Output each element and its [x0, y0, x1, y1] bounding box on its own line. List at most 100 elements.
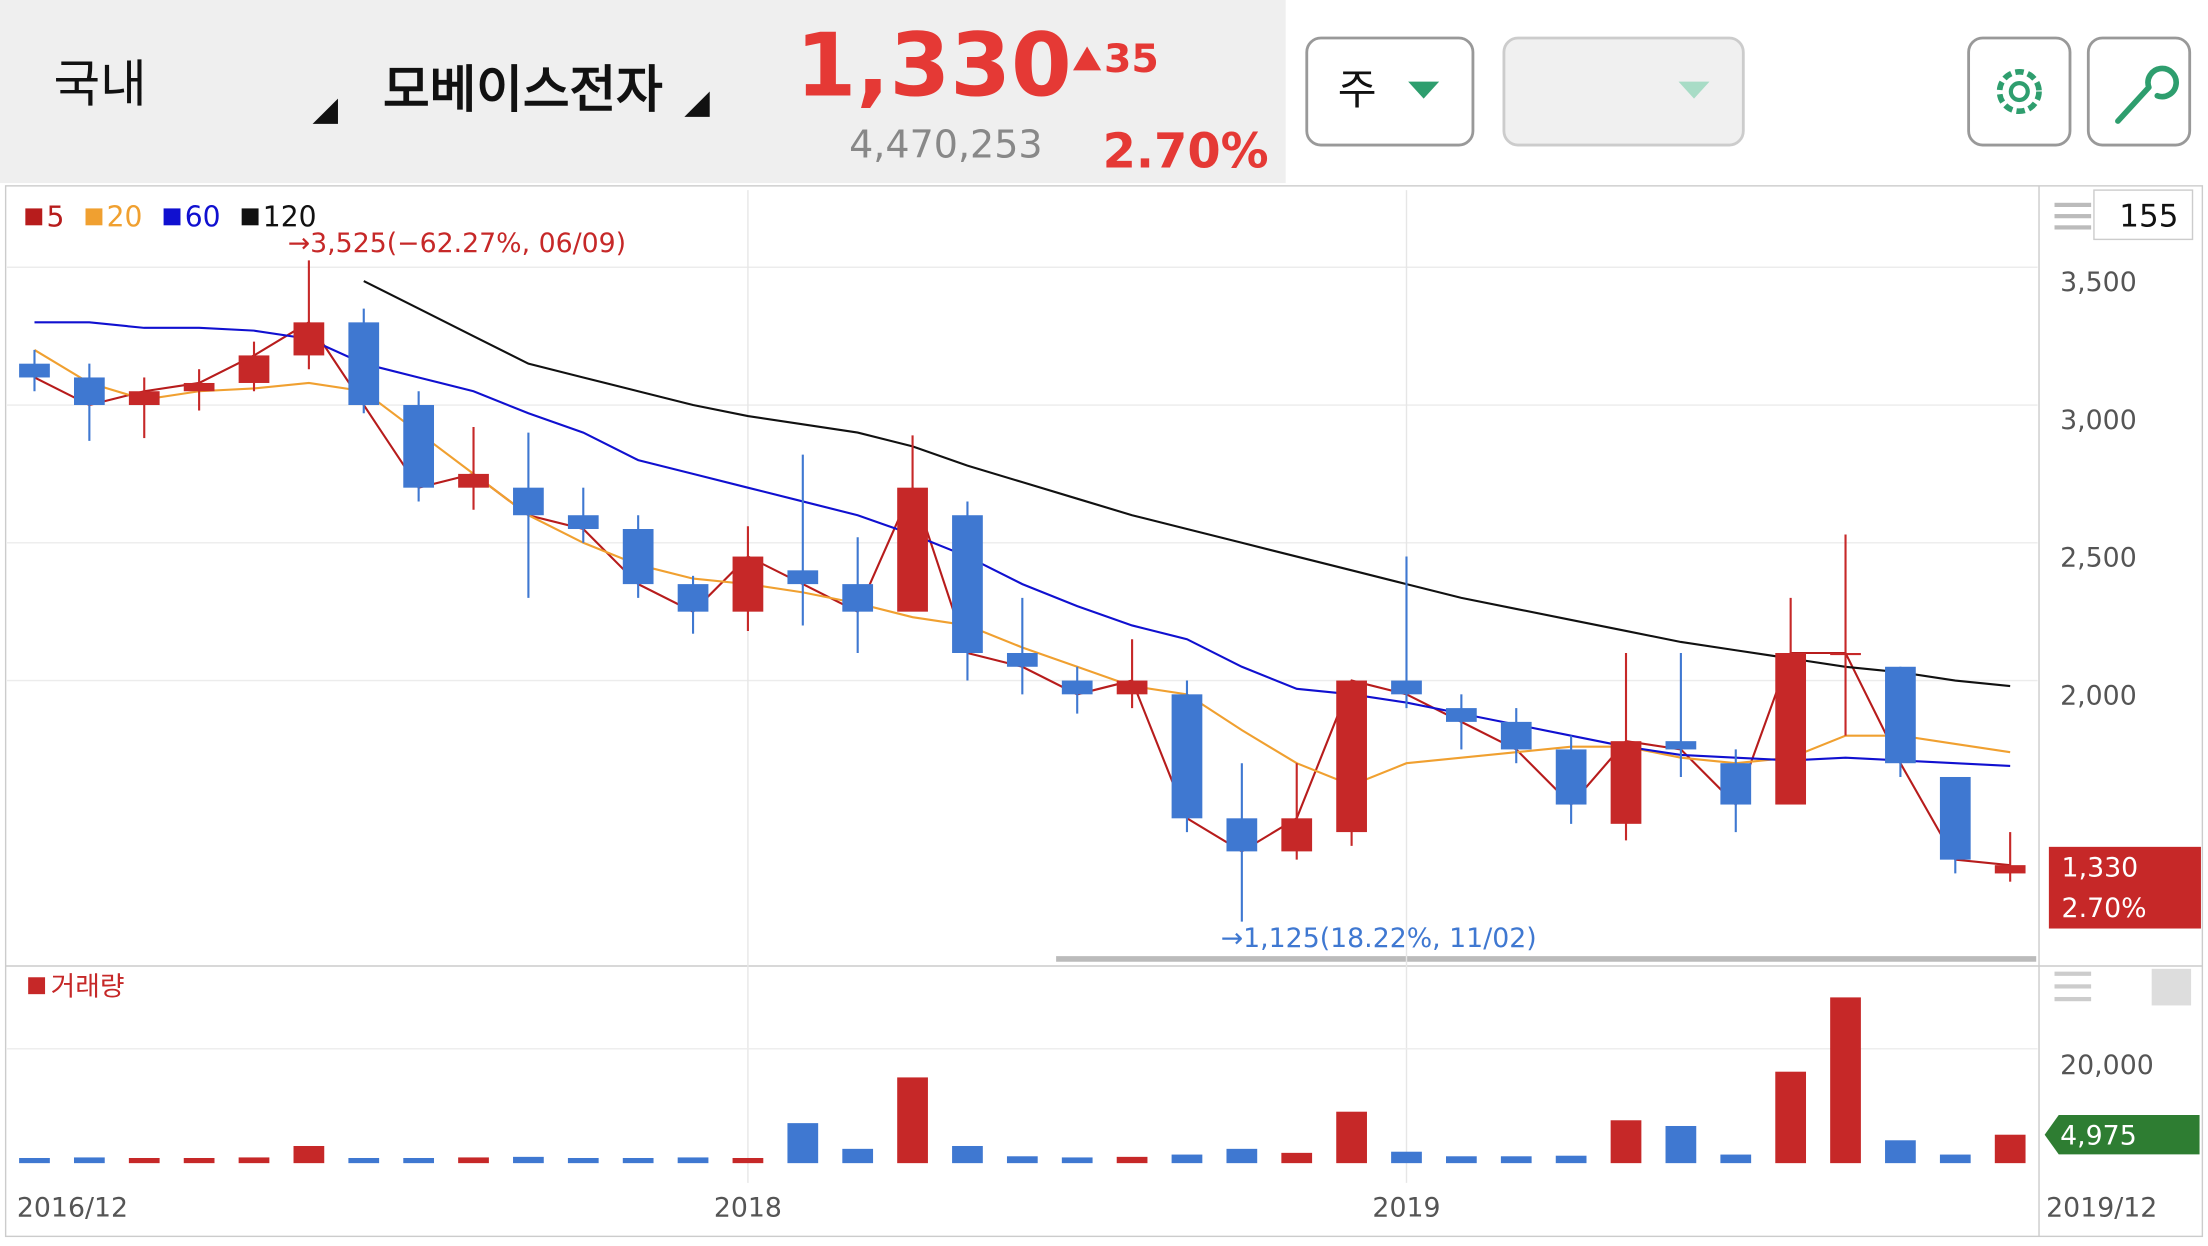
dropdown-arrow: [1678, 81, 1710, 99]
candle-body: [458, 473, 489, 488]
menu-icon[interactable]: [2054, 202, 2092, 230]
volume-bar: [952, 1145, 983, 1164]
y-tick-label: 2,000: [2060, 680, 2137, 711]
volume-bar: [1665, 1125, 1697, 1164]
volume-bar: [19, 1157, 50, 1164]
volume-bar: [567, 1157, 599, 1164]
change: 35: [1104, 36, 1159, 82]
ma-line: [34, 320, 2011, 867]
candle-body: [73, 377, 105, 406]
candle-body: [1116, 680, 1148, 695]
volume-bar: [348, 1157, 380, 1164]
ma-line: [34, 321, 2011, 768]
ma-line: [363, 280, 2011, 688]
legend-label: 60: [185, 201, 221, 234]
volume-bar: [622, 1157, 654, 1164]
candle-body: [1281, 818, 1313, 852]
volume-bar: [513, 1156, 544, 1164]
volume-bar: [1830, 997, 1861, 1164]
candle-body: [1171, 694, 1203, 819]
candle-body: [19, 363, 50, 378]
candle-body: [293, 322, 325, 356]
header-bg: [0, 0, 1286, 184]
volume-bar: [1226, 1148, 1258, 1164]
price: 1,330: [796, 15, 1072, 117]
candle-body: [403, 405, 435, 488]
volume-bar: [73, 1157, 105, 1164]
x-tick-label: 2019/12: [2046, 1193, 2157, 1224]
dropdown-arrow: [1408, 81, 1440, 99]
annotation: →3,525(−62.27%, 06/09): [288, 228, 626, 259]
volume-tag: [2044, 1114, 2200, 1155]
volume-bar: [842, 1148, 874, 1164]
period: 주: [1338, 65, 1377, 114]
close-icon[interactable]: [2151, 968, 2192, 1006]
price-tag: [2048, 846, 2201, 929]
volume-tag-label: 4,975: [2060, 1121, 2137, 1152]
candle-body: [1061, 680, 1093, 695]
candle-body: [1994, 865, 2026, 874]
candle-body: [1885, 666, 1916, 764]
y-tick-label: 3,500: [2060, 267, 2137, 298]
legend-label: 120: [263, 201, 317, 234]
legend-label: 5: [46, 201, 64, 234]
volume-bar: [1610, 1120, 1642, 1164]
candle-body: [677, 584, 709, 612]
candle-body: [1830, 652, 1861, 656]
candle-body: [1226, 818, 1258, 852]
price-tag-rate: 2.70%: [2062, 893, 2147, 924]
candle-body: [1720, 763, 1752, 805]
dropdown-arrow: [312, 98, 338, 124]
volume-bar: [1500, 1156, 1532, 1164]
candle-body: [513, 487, 544, 516]
legend-swatch: [163, 208, 181, 226]
volume-bar: [677, 1157, 709, 1164]
volume-bar: [1336, 1111, 1367, 1164]
volume-bar: [1171, 1154, 1203, 1164]
volume-bar: [1555, 1155, 1587, 1164]
volume-bar: [897, 1077, 928, 1164]
settings-button[interactable]: [1967, 36, 2072, 147]
volume-bar: [787, 1123, 819, 1164]
count-input[interactable]: [2093, 189, 2194, 241]
volume-bar: [1391, 1151, 1422, 1164]
legend-swatch: [241, 208, 259, 226]
candle-body: [622, 529, 654, 585]
volume-bar: [1775, 1071, 1807, 1164]
period-select[interactable]: [1305, 36, 1475, 147]
market[interactable]: 국내: [54, 54, 147, 113]
volume-bar: [128, 1157, 160, 1164]
legend-swatch: [85, 208, 103, 226]
volume-bar: [1006, 1156, 1038, 1164]
legend-swatch: [25, 208, 43, 226]
candle-body: [1500, 721, 1532, 750]
price-tag-label: 1,330: [2062, 852, 2139, 883]
candle-body: [128, 391, 160, 406]
volume-bar: [1720, 1154, 1752, 1164]
candle-body: [842, 584, 874, 612]
candle-body: [183, 382, 215, 392]
wrench-icon: [2115, 65, 2179, 124]
candle-body: [1555, 749, 1587, 805]
y-tick-label: 20,000: [2060, 1050, 2154, 1081]
candle-body: [1775, 652, 1807, 805]
x-tick-label: 2016/12: [17, 1193, 128, 1224]
stock-name[interactable]: 모베이스전자: [383, 60, 663, 119]
volume-bar: [1281, 1152, 1313, 1164]
up-arrow: [1073, 46, 1102, 71]
option-select[interactable]: [1502, 36, 1745, 147]
x-tick-label: 2019: [1372, 1193, 1440, 1224]
y-tick-label: 2,500: [2060, 543, 2137, 574]
annotation: →1,125(18.22%, 11/02): [1221, 923, 1537, 954]
volume-bar: [238, 1157, 270, 1164]
y-tick-label: 3,000: [2060, 405, 2137, 436]
menu-icon[interactable]: [2054, 971, 2092, 1002]
volume-bar: [293, 1145, 325, 1164]
tools-button[interactable]: [2086, 36, 2192, 147]
candle-body: [1336, 680, 1367, 833]
volume-bar: [732, 1157, 764, 1164]
volume-bar: [1939, 1154, 1971, 1164]
legend-label: 20: [107, 201, 143, 234]
candle-body: [1939, 776, 1971, 860]
